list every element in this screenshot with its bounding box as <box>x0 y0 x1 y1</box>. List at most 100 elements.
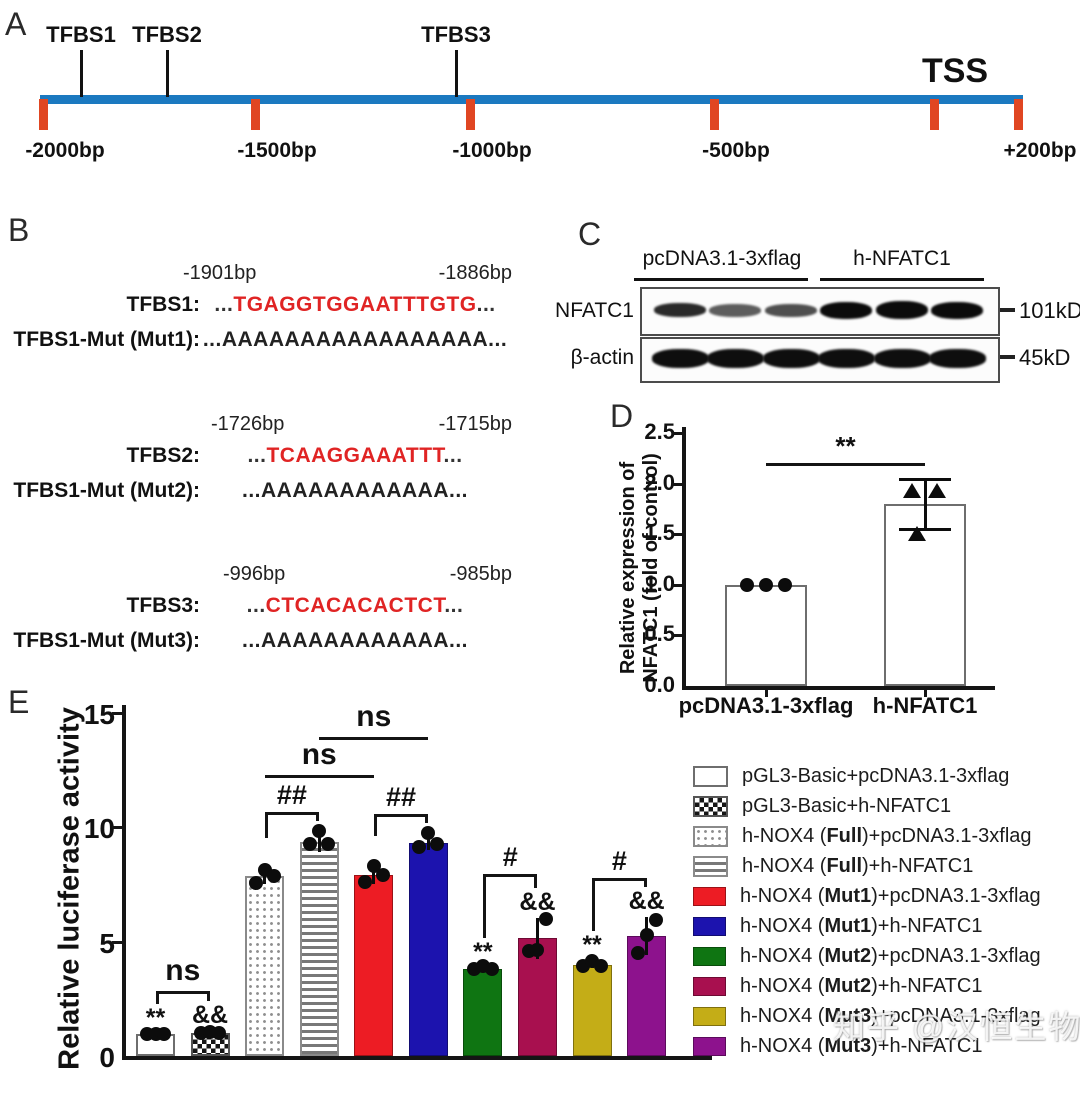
tfbs-sequences: -1901bp -1886bp TFBS1: ...TGAGGTGGAATTTGTG.… <box>0 0 560 700</box>
blot-strip-bactin <box>640 337 1000 383</box>
data-point <box>539 911 554 926</box>
y-tick-label: 1.5 <box>644 520 675 546</box>
blot-row-label-nfatc1: NFATC1 <box>555 299 634 322</box>
legend-label: h-NOX4 (Mut3)+h-NFATC1 <box>740 1034 983 1057</box>
y-tick-mark <box>672 583 682 587</box>
bar-significance-label: && <box>519 887 556 916</box>
promoter-tick <box>466 99 475 130</box>
protein-band <box>929 349 986 368</box>
legend-label: h-NOX4 (Mut2)+h-NFATC1 <box>740 974 983 997</box>
y-tick-label: 2.5 <box>644 419 675 444</box>
data-point-triangle <box>908 526 926 542</box>
y-axis-line <box>682 427 686 689</box>
legend-label: h-NOX4 (Full)+h-NFATC1 <box>742 854 974 877</box>
bar <box>245 876 285 1056</box>
bp-start-label: -1726bp <box>211 413 285 435</box>
protein-band <box>652 349 709 368</box>
comparison-label: ns <box>356 700 392 733</box>
protein-band <box>707 349 764 368</box>
y-tick-mark <box>672 533 682 537</box>
comparison-label: ns <box>301 737 337 771</box>
bp-start-label: -1901bp <box>183 262 257 284</box>
x-axis-line <box>122 1056 712 1060</box>
tss-label: TSS <box>921 52 989 90</box>
blot-underline-left <box>634 278 808 281</box>
data-point <box>421 826 436 841</box>
y-tick-mark <box>672 634 682 638</box>
y-tick-label: 0.5 <box>644 621 675 647</box>
comparison-line <box>373 813 429 817</box>
data-point <box>639 927 654 942</box>
data-point <box>357 875 372 890</box>
tfbs-mut-label: TFBS1-Mut (Mut2): <box>13 479 200 502</box>
legend-item: h-NOX4 (Full)+h-NFATC1 <box>693 851 1080 881</box>
promoter-tick <box>930 99 939 130</box>
y-axis-line <box>122 705 126 1059</box>
comparison-label: # <box>611 845 627 876</box>
watermark: 知乎 @汉恒生物 <box>833 1009 1080 1045</box>
legend-item: h-NOX4 (Mut3)+h-NFATC1 <box>693 1031 1080 1061</box>
tfbs-stem <box>166 50 169 97</box>
legend-swatch <box>693 1006 726 1026</box>
legend-label: pGL3-Basic+h-NFATC1 <box>742 794 952 817</box>
error-whisker <box>426 836 430 851</box>
y-tick-label: 5 <box>99 927 115 959</box>
x-tick-mark <box>765 689 768 697</box>
y-tick-label: 0.0 <box>644 672 675 697</box>
legend-label: h-NOX4 (Mut2)+pcDNA3.1-3xflag <box>740 944 1041 967</box>
protein-band <box>820 301 872 319</box>
comparison-label: # <box>502 842 518 873</box>
kd-label-45: 45kD <box>1019 345 1071 370</box>
data-point <box>648 912 663 927</box>
panel-b-letter: B <box>8 212 30 248</box>
bp-end-label: -1886bp <box>438 262 512 284</box>
tfbs-stem <box>80 50 83 97</box>
data-point <box>594 958 609 973</box>
data-point <box>484 962 499 977</box>
protein-band <box>818 349 875 368</box>
protein-band <box>874 349 931 368</box>
y-tick-label: 2.0 <box>644 469 675 495</box>
promoter-tick-label: -500bp <box>702 139 770 162</box>
data-point <box>303 837 318 852</box>
promoter-tick-label: -2000bp <box>25 139 105 162</box>
panel-d-letter: D <box>610 398 634 434</box>
data-point <box>157 1027 172 1042</box>
chart-legend: pGL3-Basic+pcDNA3.1-3xflag pGL3-Basic+h-N… <box>693 761 1080 1061</box>
error-cap-top <box>899 477 951 481</box>
comparison-line <box>264 812 320 816</box>
x-category-label: h-NFATC1 <box>872 693 978 718</box>
protein-band <box>654 303 706 317</box>
bar <box>299 842 339 1056</box>
promoter-tick <box>710 99 719 130</box>
legend-item: pGL3-Basic+h-NFATC1 <box>693 791 1080 821</box>
data-point <box>321 837 336 852</box>
y-tick-mark <box>112 826 122 830</box>
bp-end-label: -985bp <box>449 563 512 585</box>
bar <box>408 843 448 1056</box>
luciferase-activity-chart: 0 5 10 15 ** && ** && ** && ns ## ## ns ns # # <box>84 699 712 1073</box>
tfbs-label: TFBS3 <box>421 22 491 47</box>
bar-significance-label: ** <box>473 937 493 966</box>
promoter-tick <box>251 99 260 130</box>
comparison-arm <box>207 990 211 1002</box>
tfbs-mut-label: TFBS1-Mut (Mut1): <box>13 328 200 351</box>
legend-swatch <box>693 946 726 966</box>
legend-label: pGL3-Basic+pcDNA3.1-3xflag <box>742 764 1010 787</box>
legend-label: h-NOX4 (Mut3)+pcDNA3.1-3xflag <box>740 1004 1041 1027</box>
tfbs-site-sequence: ...CTCACACACTCT... <box>246 594 464 617</box>
comparison-arm <box>425 813 429 823</box>
y-tick-mark <box>112 712 122 715</box>
promoter-tick <box>39 99 48 130</box>
x-tick-mark <box>924 689 927 697</box>
promoter-tick-label: -1500bp <box>237 139 317 162</box>
protein-band <box>763 349 820 368</box>
legend-swatch <box>693 976 726 996</box>
comparison-arm <box>316 812 320 822</box>
comparison-line <box>482 874 538 878</box>
protein-band <box>709 303 761 317</box>
comparison-label: ** <box>835 431 856 462</box>
error-whisker <box>923 478 927 530</box>
data-point <box>777 577 792 592</box>
kd-dash-101 <box>1000 308 1015 312</box>
